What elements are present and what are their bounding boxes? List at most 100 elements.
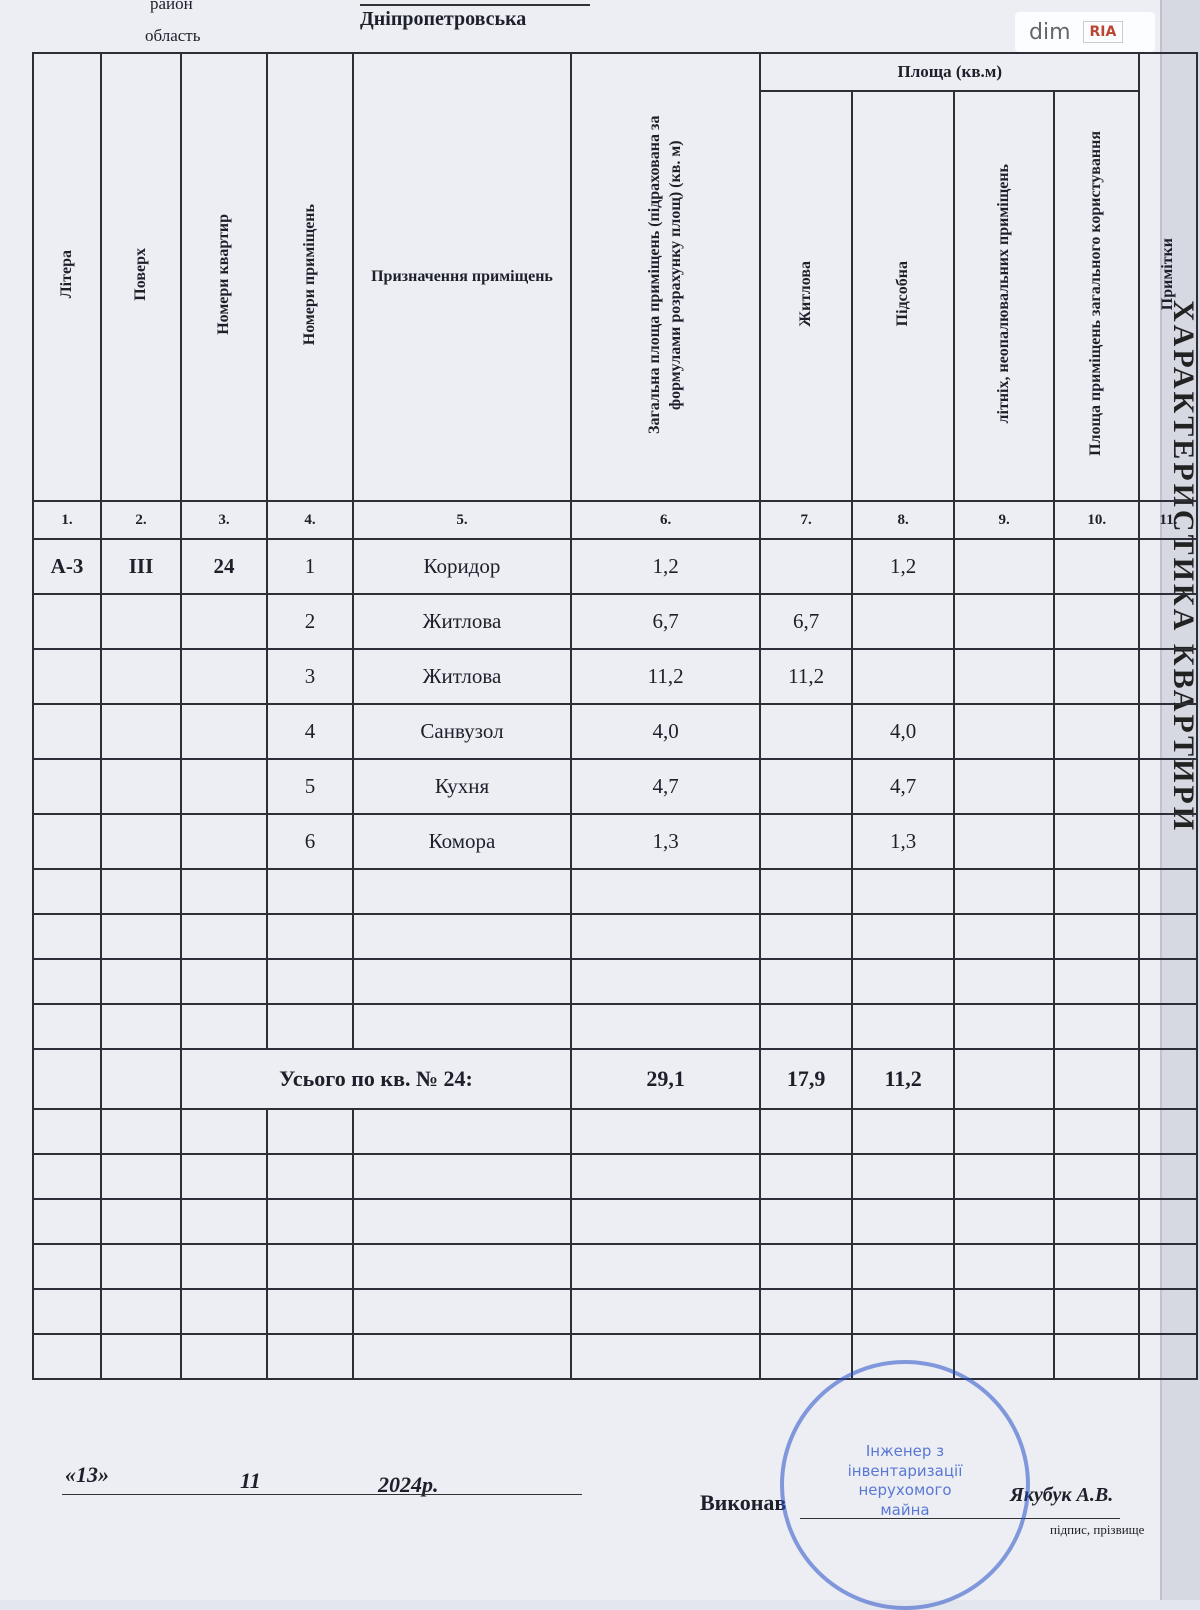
cell: 3 — [266, 648, 354, 705]
empty-cell — [352, 1243, 572, 1290]
column-number: 5. — [352, 500, 572, 540]
cell: 1 — [266, 538, 354, 595]
cell: 5 — [266, 758, 354, 815]
empty-cell — [32, 958, 102, 1005]
empty-cell — [953, 813, 1056, 870]
empty-cell — [352, 1198, 572, 1245]
empty-cell — [953, 1198, 1056, 1245]
empty-cell — [32, 593, 102, 650]
column-number: 2. — [100, 500, 182, 540]
column-number: 8. — [851, 500, 956, 540]
empty-cell — [851, 1153, 956, 1200]
stamp: Інженер з інвентаризації нерухомого майна — [780, 1360, 1030, 1610]
empty-cell — [953, 758, 1056, 815]
empty-cell — [759, 958, 854, 1005]
empty-cell — [569, 1333, 762, 1380]
empty-cell — [953, 1243, 1056, 1290]
column-header: Призначення приміщень — [352, 52, 572, 502]
empty-cell — [759, 1153, 854, 1200]
empty-cell — [100, 1243, 182, 1290]
empty-cell — [180, 813, 268, 870]
column-header: Літера — [32, 52, 102, 502]
empty-cell — [352, 1108, 572, 1155]
empty-cell — [851, 593, 956, 650]
empty-cell — [266, 868, 354, 915]
column-number: 9. — [953, 500, 1056, 540]
empty-cell — [953, 1288, 1056, 1335]
empty-cell — [759, 813, 854, 870]
empty-cell — [100, 958, 182, 1005]
empty-cell — [1138, 593, 1199, 650]
column-header: Площа приміщень загального користування — [1053, 90, 1141, 502]
empty-cell — [851, 1198, 956, 1245]
empty-cell — [953, 648, 1056, 705]
empty-cell — [180, 1198, 268, 1245]
column-header-text: Призначення приміщень — [371, 268, 553, 285]
empty-cell — [180, 1003, 268, 1050]
empty-cell — [32, 703, 102, 760]
empty-cell — [352, 1003, 572, 1050]
empty-cell — [1053, 913, 1141, 960]
total-value: 11,2 — [851, 1048, 956, 1110]
empty-cell — [1053, 1108, 1141, 1155]
empty-cell — [266, 1288, 354, 1335]
watermark-logo: RIA — [1082, 21, 1124, 43]
empty-cell — [1138, 1243, 1199, 1290]
empty-cell — [100, 593, 182, 650]
empty-cell — [1138, 1153, 1199, 1200]
column-header-text: Номери приміщень — [300, 203, 318, 346]
empty-cell — [180, 1108, 268, 1155]
empty-cell — [180, 1333, 268, 1380]
empty-cell — [32, 1333, 102, 1380]
blank-row — [32, 1108, 1199, 1155]
empty-cell — [953, 1108, 1056, 1155]
empty-cell — [1053, 813, 1141, 870]
empty-cell — [352, 913, 572, 960]
empty-cell — [180, 1288, 268, 1335]
total-value: 29,1 — [569, 1048, 762, 1110]
blank-row — [32, 1198, 1199, 1245]
empty-cell — [851, 648, 956, 705]
empty-cell — [266, 1003, 354, 1050]
empty-cell — [352, 1153, 572, 1200]
empty-cell — [953, 538, 1056, 595]
empty-cell — [1053, 538, 1141, 595]
empty-cell — [1138, 1333, 1199, 1380]
empty-cell — [100, 913, 182, 960]
stamp-line: інвентаризації — [847, 1461, 963, 1480]
room-row: 5 Кухня 4,7 4,7 — [32, 758, 1199, 815]
empty-cell — [953, 958, 1056, 1005]
empty-cell — [759, 1108, 854, 1155]
blank-row — [32, 1153, 1199, 1200]
empty-cell — [1053, 1048, 1141, 1110]
empty-cell — [1053, 1288, 1141, 1335]
empty-cell — [1053, 703, 1141, 760]
empty-cell — [953, 1153, 1056, 1200]
empty-cell — [851, 1108, 956, 1155]
blank-row — [32, 868, 1199, 915]
empty-cell — [851, 913, 956, 960]
empty-cell — [352, 1333, 572, 1380]
blank-row — [32, 1288, 1199, 1335]
cell: 4 — [266, 703, 354, 760]
cell: 1,3 — [569, 813, 762, 870]
stamp-line: Інженер з — [865, 1442, 945, 1460]
cell: 1,2 — [851, 538, 956, 595]
room-row: А-3 ІІІ 24 1 Коридор 1,2 1,2 — [32, 538, 1199, 595]
empty-cell — [569, 1288, 762, 1335]
empty-cell — [32, 1288, 102, 1335]
empty-cell — [759, 1243, 854, 1290]
empty-cell — [32, 1003, 102, 1050]
column-header: Загальна площа приміщень (підрахована за… — [569, 52, 762, 502]
column-number: 11. — [1138, 500, 1199, 540]
room-row: 3 Житлова 11,2 11,2 — [32, 648, 1199, 705]
empty-cell — [1053, 758, 1141, 815]
empty-cell — [1053, 1198, 1141, 1245]
cell: 11,2 — [569, 648, 762, 705]
empty-cell — [569, 1243, 762, 1290]
empty-cell — [100, 868, 182, 915]
room-row: 4 Санвузол 4,0 4,0 — [32, 703, 1199, 760]
cell: 1,3 — [851, 813, 956, 870]
column-header: Номери квартир — [180, 52, 268, 502]
column-header-text: Площа приміщень загального користування — [1087, 131, 1105, 456]
